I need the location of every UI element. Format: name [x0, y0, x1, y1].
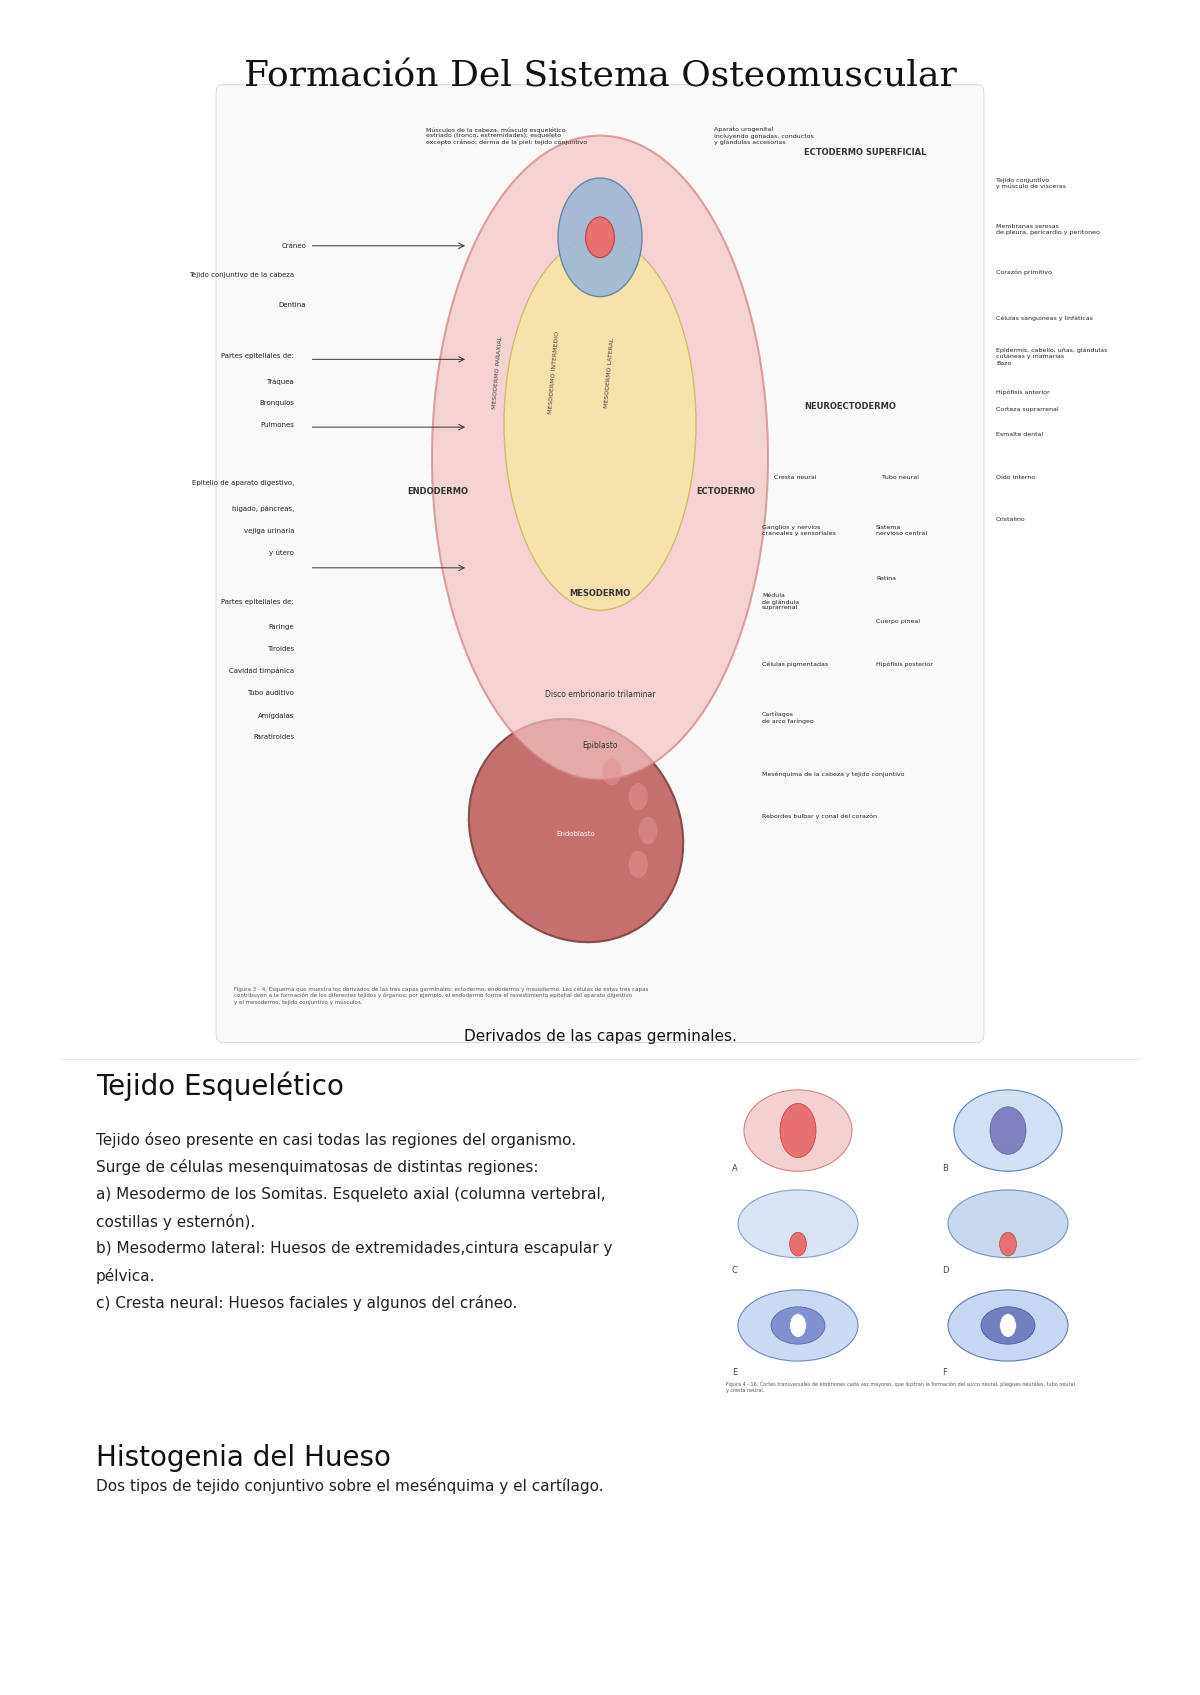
Text: E: E [732, 1368, 737, 1376]
Ellipse shape [504, 237, 696, 610]
Text: Cavidad timpánica: Cavidad timpánica [229, 668, 294, 675]
Text: Tubo auditivo: Tubo auditivo [247, 690, 294, 697]
Circle shape [790, 1314, 806, 1337]
Text: Membranas serosas
de pleura, pericardio y peritoneo: Membranas serosas de pleura, pericardio … [996, 224, 1100, 234]
Circle shape [1000, 1232, 1016, 1256]
Text: Bazo: Bazo [996, 361, 1012, 366]
Text: Paratiroides: Paratiroides [253, 734, 294, 741]
Text: hígado, páncreas,: hígado, páncreas, [232, 505, 294, 512]
Text: Epitelio de aparato digestivo,: Epitelio de aparato digestivo, [192, 480, 294, 486]
Text: ECTODERMO SUPERFICIAL: ECTODERMO SUPERFICIAL [804, 147, 926, 158]
Text: Partes epiteliales de:: Partes epiteliales de: [221, 353, 294, 359]
Text: ECTODERMO: ECTODERMO [696, 486, 756, 497]
Text: Esmalte dental: Esmalte dental [996, 432, 1043, 437]
Text: Cristalino: Cristalino [996, 517, 1026, 522]
Text: Tiroides: Tiroides [266, 646, 294, 653]
Circle shape [638, 817, 658, 844]
Text: Partes epiteliales de:: Partes epiteliales de: [221, 598, 294, 605]
Text: Células sanguíneas y linfáticas: Células sanguíneas y linfáticas [996, 315, 1093, 320]
Text: Corazón primitivo: Corazón primitivo [996, 270, 1052, 275]
FancyBboxPatch shape [216, 85, 984, 1042]
Ellipse shape [469, 719, 683, 942]
Ellipse shape [738, 1190, 858, 1258]
Text: Cráneo: Cráneo [281, 242, 306, 249]
Text: D: D [942, 1266, 948, 1275]
Text: Ganglios y nervios
craneales y sensoriales: Ganglios y nervios craneales y sensorial… [762, 525, 835, 536]
Ellipse shape [780, 1103, 816, 1158]
Text: Hipófisis posterior: Hipófisis posterior [876, 661, 932, 666]
Text: Disco embrionario trilaminar: Disco embrionario trilaminar [545, 690, 655, 700]
Text: Faringe: Faringe [269, 624, 294, 631]
Text: Dentina: Dentina [278, 302, 306, 308]
Ellipse shape [772, 1307, 826, 1344]
Circle shape [602, 758, 622, 785]
Text: Retina: Retina [876, 576, 896, 581]
Text: Aparato urogenital
incluyendo gónadas, conductos
y glándulas accesorias: Aparato urogenital incluyendo gónadas, c… [714, 127, 814, 146]
Text: Histogenia del Hueso: Histogenia del Hueso [96, 1444, 391, 1473]
Text: Tubo neural: Tubo neural [882, 475, 919, 480]
Ellipse shape [738, 1290, 858, 1361]
Text: Dos tipos de tejido conjuntivo sobre el mesénquima y el cartílago.: Dos tipos de tejido conjuntivo sobre el … [96, 1478, 604, 1493]
Ellipse shape [432, 136, 768, 780]
Text: MESODERMO LATERAL: MESODERMO LATERAL [604, 337, 616, 408]
Ellipse shape [948, 1190, 1068, 1258]
Text: Figura 3 - 4. Esquema que muestra los derivados de las tres capas germinales: ec: Figura 3 - 4. Esquema que muestra los de… [234, 986, 648, 1005]
Ellipse shape [954, 1090, 1062, 1171]
Text: Surge de células mesenquimatosas de distintas regiones:: Surge de células mesenquimatosas de dist… [96, 1159, 539, 1175]
Ellipse shape [982, 1307, 1034, 1344]
Text: Pulmones: Pulmones [260, 422, 294, 429]
Text: MESODERMO: MESODERMO [569, 588, 631, 598]
Text: Corteza suprarrenal: Corteza suprarrenal [996, 407, 1058, 412]
Text: Tejido conjuntivo
y músculo de vísceras: Tejido conjuntivo y músculo de vísceras [996, 178, 1066, 190]
Text: MESODERMO INTERMEDIO: MESODERMO INTERMEDIO [548, 331, 560, 415]
Text: C: C [732, 1266, 738, 1275]
Text: B: B [942, 1164, 948, 1173]
Text: pélvica.: pélvica. [96, 1268, 156, 1283]
Circle shape [586, 217, 614, 258]
Text: costillas y esternón).: costillas y esternón). [96, 1214, 256, 1229]
Text: NEUROECTODERMO: NEUROECTODERMO [804, 402, 896, 412]
Ellipse shape [744, 1090, 852, 1171]
Text: a) Mesodermo de los Somitas. Esqueleto axial (columna vertebral,: a) Mesodermo de los Somitas. Esqueleto a… [96, 1186, 606, 1202]
Text: Tejido conjuntivo de la cabeza: Tejido conjuntivo de la cabeza [188, 271, 294, 278]
Text: A: A [732, 1164, 738, 1173]
Text: Derivados de las capas germinales.: Derivados de las capas germinales. [463, 1029, 737, 1044]
Text: Médula
de glándula
suprarrenal: Médula de glándula suprarrenal [762, 593, 799, 610]
Text: Epiblasto: Epiblasto [582, 741, 618, 751]
Circle shape [790, 1232, 806, 1256]
Text: y útero: y útero [269, 549, 294, 556]
Text: Tráquea: Tráquea [266, 378, 294, 385]
Text: Epidermis, cabello, uñas, glándulas
cutáneas y mamarias: Epidermis, cabello, uñas, glándulas cutá… [996, 347, 1108, 359]
Ellipse shape [948, 1290, 1068, 1361]
Text: Cresta neural: Cresta neural [774, 475, 816, 480]
Text: Oído interno: Oído interno [996, 475, 1036, 480]
Text: c) Cresta neural: Huesos faciales y algunos del cráneo.: c) Cresta neural: Huesos faciales y algu… [96, 1295, 517, 1310]
Text: Hipófisis anterior: Hipófisis anterior [996, 390, 1050, 395]
Text: b) Mesodermo lateral: Huesos de extremidades,cintura escapular y: b) Mesodermo lateral: Huesos de extremid… [96, 1241, 612, 1256]
Text: F: F [942, 1368, 947, 1376]
Text: Células pigmentadas: Células pigmentadas [762, 661, 828, 666]
Circle shape [629, 783, 648, 810]
Text: ENDODERMO: ENDODERMO [408, 486, 468, 497]
Text: Figura 4 - 16. Cortes transversales de embriones cada vez mayores, que ilustran : Figura 4 - 16. Cortes transversales de e… [726, 1381, 1075, 1393]
Text: Sistema
nervioso central: Sistema nervioso central [876, 525, 928, 536]
Text: Mesénquima de la cabeza y tejido conjuntivo: Mesénquima de la cabeza y tejido conjunt… [762, 771, 905, 776]
Ellipse shape [990, 1107, 1026, 1154]
Text: Tejido óseo presente en casi todas las regiones del organismo.: Tejido óseo presente en casi todas las r… [96, 1132, 576, 1148]
Text: Cuerpo pineal: Cuerpo pineal [876, 619, 920, 624]
Text: Músculos de la cabeza, músculo esquelético
estriado (tronco, extremidades); esqu: Músculos de la cabeza, músculo esqueléti… [426, 127, 587, 144]
Text: Tejido Esquelético: Tejido Esquelético [96, 1071, 344, 1100]
Text: MESODERMO PARAXIAL: MESODERMO PARAXIAL [492, 336, 504, 410]
Text: Endoblasto: Endoblasto [557, 831, 595, 837]
Text: vejiga urinaria: vejiga urinaria [244, 527, 294, 534]
Circle shape [629, 851, 648, 878]
Text: Rebordes bulbar y conal del corazón: Rebordes bulbar y conal del corazón [762, 814, 877, 819]
Circle shape [1000, 1314, 1016, 1337]
Text: Amígdalas: Amígdalas [258, 712, 294, 719]
Text: Bronquios: Bronquios [259, 400, 294, 407]
Text: Formación Del Sistema Osteomuscular: Formación Del Sistema Osteomuscular [244, 59, 956, 93]
Text: Cartílagos
de arco faríngeo: Cartílagos de arco faríngeo [762, 712, 814, 724]
Ellipse shape [558, 178, 642, 297]
